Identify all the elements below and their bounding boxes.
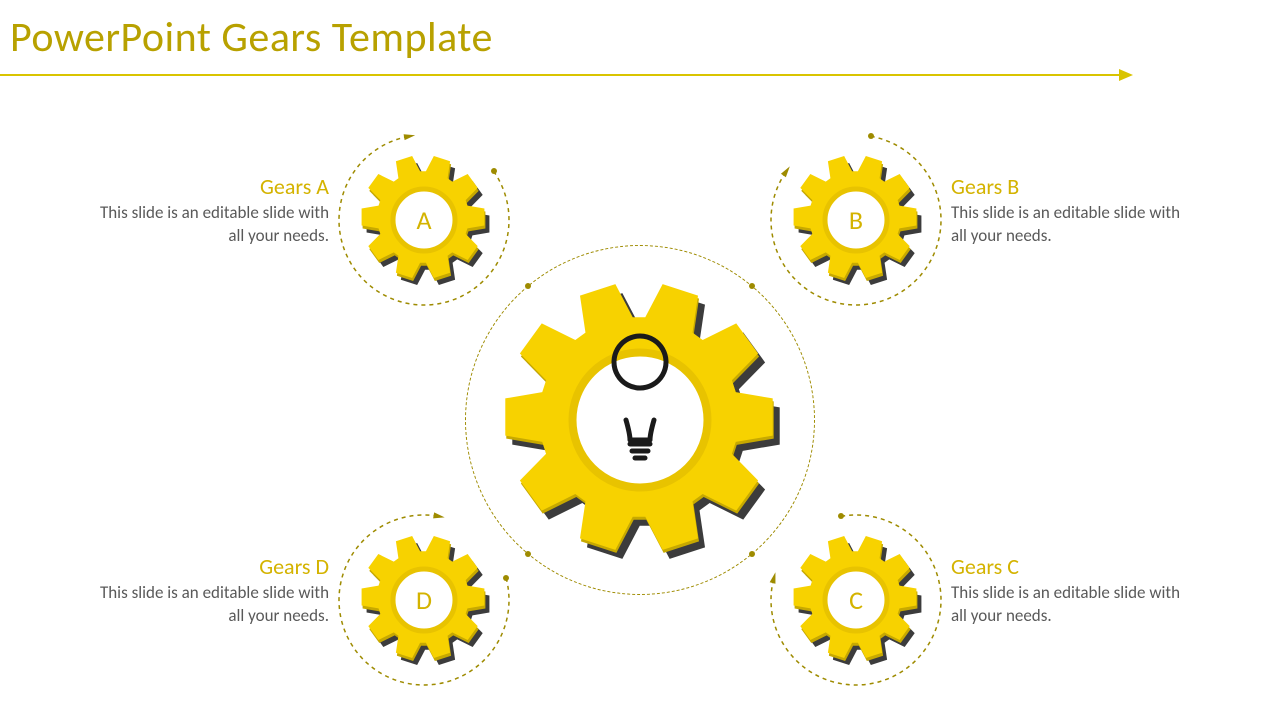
heading-A: Gears A xyxy=(99,172,329,202)
body-C: This slide is an editable slide with all… xyxy=(951,582,1181,628)
svg-text:A: A xyxy=(416,204,431,236)
svg-text:D: D xyxy=(416,584,432,616)
body-D: This slide is an editable slide with all… xyxy=(99,582,329,628)
svg-text:B: B xyxy=(849,204,863,236)
diagram-canvas: A Gears AThis slide is an editable slide… xyxy=(0,0,1280,720)
svg-text:C: C xyxy=(849,584,863,616)
heading-D: Gears D xyxy=(99,552,329,582)
center-gear xyxy=(495,275,785,565)
gear-B: B xyxy=(784,148,928,292)
heading-C: Gears C xyxy=(951,552,1181,582)
body-A: This slide is an editable slide with all… xyxy=(99,202,329,248)
gear-A: A xyxy=(352,148,496,292)
gear-C: C xyxy=(784,528,928,672)
body-B: This slide is an editable slide with all… xyxy=(951,202,1181,248)
gear-D: D xyxy=(352,528,496,672)
heading-B: Gears B xyxy=(951,172,1181,202)
